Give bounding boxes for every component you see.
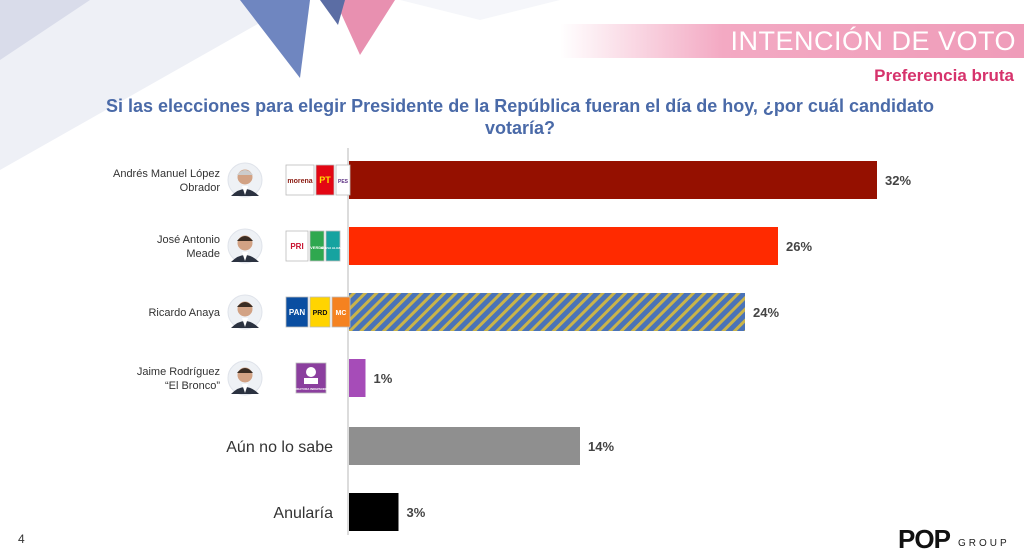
bar-3 — [349, 359, 366, 397]
party-logo-morena — [285, 164, 315, 196]
page-title: INTENCIÓN DE VOTO — [730, 26, 1016, 56]
party-logo-mc — [331, 296, 351, 328]
category-label-5: Anularía — [273, 505, 333, 522]
candidate-photo-3 — [227, 360, 263, 396]
value-label-4: 14% — [588, 439, 614, 454]
bar-0 — [349, 161, 877, 199]
header-bar — [560, 24, 1024, 58]
party-logo-label: PAN — [289, 308, 306, 317]
value-label-2: 24% — [753, 305, 779, 320]
value-label-5: 3% — [407, 505, 426, 520]
party-logo-pri — [285, 230, 309, 262]
value-label-0: 32% — [885, 173, 911, 188]
bar-4 — [349, 427, 580, 465]
party-logo-pan — [285, 296, 309, 328]
candidate-photo-2 — [227, 294, 263, 330]
category-label-1: José Antonio Meade — [157, 234, 220, 260]
party-logo-label: MC — [336, 310, 347, 317]
party-logo-label: morena — [287, 178, 312, 185]
party-logo-label: CANDIDATURA INDEPENDIENTE — [287, 387, 334, 391]
page-number: 4 — [18, 532, 25, 546]
party-logo-label: PRI — [290, 242, 303, 251]
bar-2 — [349, 293, 745, 331]
candidate-photo-1 — [227, 228, 263, 264]
category-label-4: Aún no lo sabe — [226, 439, 333, 456]
survey-question: Si las elecciones para elegir Presidente… — [106, 96, 934, 138]
party-logo-label: PES — [338, 179, 349, 185]
party-logo-prd — [309, 296, 331, 328]
value-label-3: 1% — [374, 371, 393, 386]
party-logo-label: VERDE — [310, 245, 324, 250]
party-logos-0: morena PT PES — [285, 164, 351, 196]
brand-logo: POP — [898, 524, 951, 554]
bar-5 — [349, 493, 399, 531]
party-logos-2: PAN PRD MC — [285, 296, 351, 328]
party-logo-nueva-alianza — [325, 230, 341, 262]
party-logo-verde — [309, 230, 325, 262]
page-subtitle: Preferencia bruta — [874, 66, 1014, 85]
party-logo-pt — [315, 164, 335, 196]
party-logo-label: PRD — [313, 310, 328, 317]
bar-1 — [349, 227, 778, 265]
category-label-2: Ricardo Anaya — [148, 307, 220, 319]
category-label-0: Andrés Manuel López Obrador — [113, 168, 220, 194]
party-logos-3: CANDIDATURA INDEPENDIENTE — [287, 362, 335, 394]
candidate-photo-0 — [227, 162, 263, 198]
party-logo-pes — [335, 164, 351, 196]
value-label-1: 26% — [786, 239, 812, 254]
category-label-3: Jaime Rodríguez “El Bronco” — [137, 366, 220, 392]
brand-logo-suffix: GROUP — [958, 538, 1010, 549]
party-logo-label: PT — [319, 175, 331, 185]
party-logo-label: NUEVA ALIANZA — [321, 246, 346, 250]
